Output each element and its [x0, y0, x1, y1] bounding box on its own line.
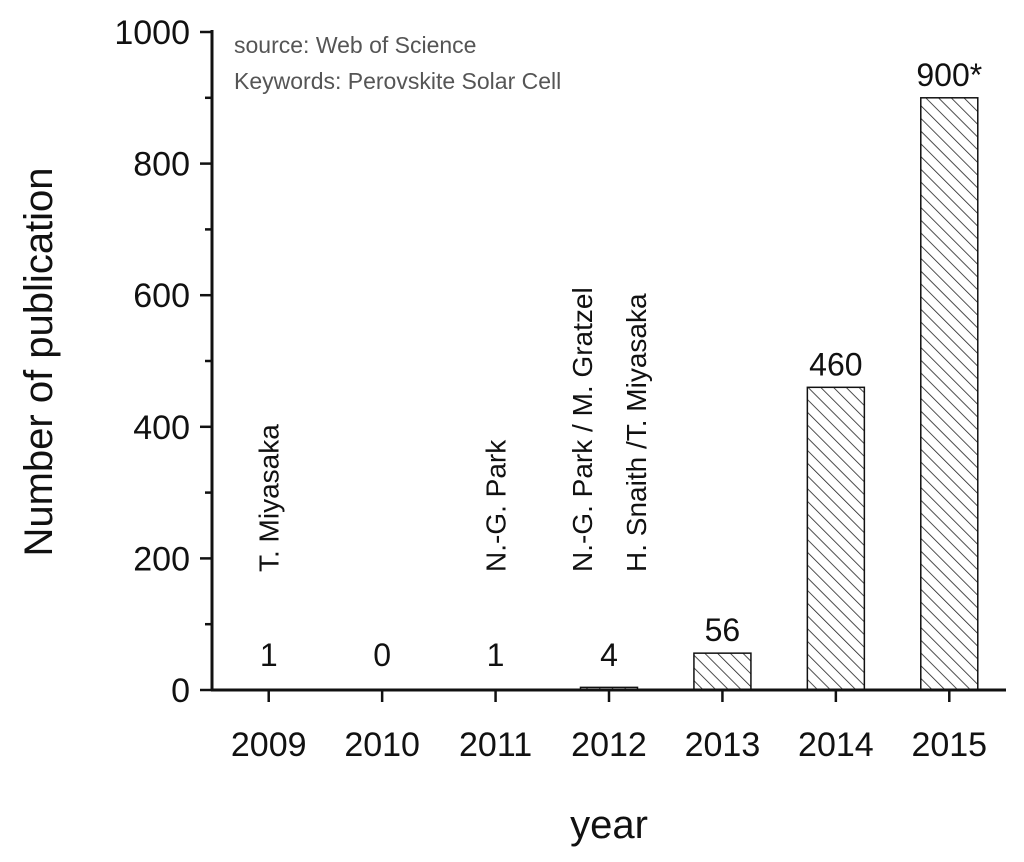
- value-label-2015: 900*: [916, 57, 982, 93]
- y-tick-label: 0: [171, 672, 190, 710]
- author-annotation-2012: H. Snaith /T. Miyasaka: [621, 293, 652, 572]
- bar-2013: [693, 652, 752, 691]
- y-tick-label: 600: [133, 277, 190, 315]
- value-label-2014: 460: [809, 346, 862, 382]
- x-tick-label-2014: 2014: [798, 726, 874, 764]
- source-notes: source: Web of Science Keywords: Perovski…: [234, 32, 561, 94]
- x-axis-title: year: [570, 803, 648, 847]
- bars: [239, 97, 979, 691]
- x-tick-label-2009: 2009: [231, 726, 307, 764]
- data-labels: 1 0 1 4 56 460 900*: [260, 57, 982, 673]
- author-annotation-2012: N.-G. Park / M. Gratzel: [567, 287, 598, 572]
- y-tick-label: 800: [133, 146, 190, 184]
- author-annotations: T. Miyasaka N.-G. Park N.-G. Park / M. Gra…: [254, 287, 652, 572]
- x-tick-label-2012: 2012: [571, 726, 647, 764]
- author-annotation-2011: N.-G. Park: [481, 439, 512, 572]
- value-label-2012: 4: [600, 637, 618, 673]
- x-tick-label-2010: 2010: [344, 726, 420, 764]
- y-tick-label: 400: [133, 409, 190, 447]
- y-axis-title: Number of publication: [17, 167, 61, 556]
- bar-2014: [806, 386, 866, 691]
- x-tick-label-2011: 2011: [459, 726, 532, 764]
- author-annotation-2009: T. Miyasaka: [254, 424, 285, 572]
- x-tick-label-2013: 2013: [685, 726, 761, 764]
- keywords-note: Keywords: Perovskite Solar Cell: [234, 68, 561, 94]
- value-label-2013: 56: [705, 612, 741, 648]
- value-label-2010: 0: [373, 637, 391, 673]
- value-label-2009: 1: [260, 637, 278, 673]
- axes: 0 200 400 600 800 1000 2009 2010 2011 2012 2013 201…: [114, 14, 1006, 764]
- source-note: source: Web of Science: [234, 32, 476, 58]
- x-tick-label-2015: 2015: [911, 726, 987, 764]
- bar-2015: [920, 97, 979, 691]
- y-tick-label: 1000: [114, 14, 190, 52]
- y-tick-label: 200: [133, 540, 190, 578]
- value-label-2011: 1: [487, 637, 505, 673]
